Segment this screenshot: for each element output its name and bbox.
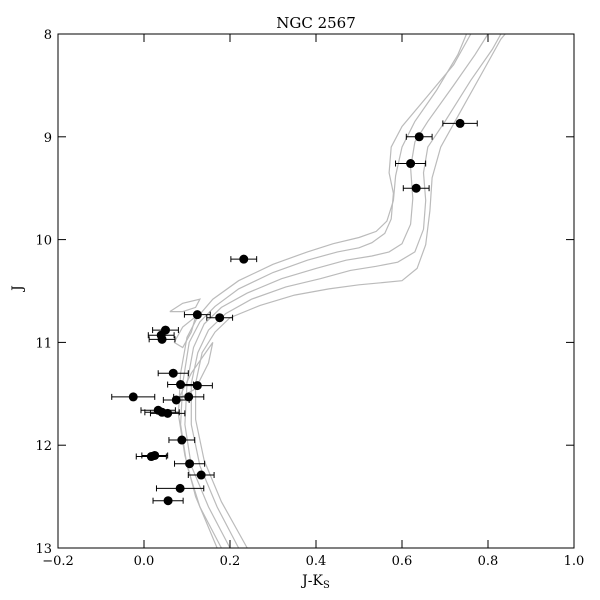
data-point [230, 254, 258, 264]
x-axis-label-main: J-K [300, 573, 323, 589]
point-marker [157, 334, 167, 344]
isochrone-line [177, 342, 214, 400]
isochrone-line [173, 315, 197, 349]
isochrone-line [169, 298, 202, 313]
point-marker [192, 310, 202, 320]
isochrone-line [184, 33, 489, 549]
point-marker [455, 118, 465, 128]
data-point [148, 334, 176, 344]
data-point [395, 159, 427, 169]
point-marker [185, 459, 195, 469]
point-marker [168, 368, 178, 378]
point-marker [150, 450, 160, 460]
data-point [168, 435, 196, 445]
data-point [152, 496, 184, 506]
point-marker [177, 435, 187, 445]
x-tick-label: 1.0 [564, 554, 585, 569]
x-tick-label: 0.0 [134, 554, 155, 569]
point-marker [184, 392, 194, 402]
data-point [402, 183, 430, 193]
point-marker [128, 392, 138, 402]
isochrone-line [177, 33, 468, 549]
point-marker [215, 313, 225, 323]
point-marker [406, 159, 416, 169]
data-point [181, 381, 213, 391]
data-point [162, 395, 190, 405]
point-marker [175, 483, 185, 493]
point-marker [176, 380, 186, 390]
data-point [183, 310, 211, 320]
point-marker [163, 408, 173, 418]
y-axis: 8 9 10 11 12 13 [35, 28, 574, 557]
data-point [442, 118, 478, 128]
x-axis-label: J-KS [300, 573, 330, 591]
point-marker [414, 132, 424, 142]
x-axis-label-subscript: S [323, 580, 330, 591]
point-marker [171, 395, 181, 405]
point-marker [192, 381, 202, 391]
x-tick-label: 0.2 [220, 554, 241, 569]
data-point [141, 450, 169, 460]
y-axis-label: J [10, 285, 26, 293]
data-point [206, 313, 234, 323]
data-point [111, 392, 156, 402]
y-tick-label: 8 [44, 28, 52, 43]
y-tick-label: 9 [44, 131, 52, 146]
y-tick-label: 12 [35, 439, 52, 454]
y-tick-label: 11 [35, 336, 52, 351]
x-tick-label: 0.8 [478, 554, 499, 569]
point-marker [239, 254, 249, 264]
data-point [405, 132, 433, 142]
data-point [167, 380, 194, 390]
data-point [187, 470, 215, 480]
x-tick-label: 0.4 [306, 554, 327, 569]
y-tick-label: 10 [35, 234, 52, 249]
points-layer [111, 118, 478, 506]
data-point [155, 483, 205, 493]
data-point [157, 368, 189, 378]
data-point [174, 459, 206, 469]
chart-title: NGC 2567 [276, 14, 356, 32]
x-tick-label: −0.2 [42, 554, 74, 569]
isochrone-layer [169, 33, 506, 549]
x-tick-label: 0.6 [392, 554, 413, 569]
data-point [149, 408, 186, 418]
point-marker [411, 183, 421, 193]
x-axis: −0.2 0.0 0.2 0.4 0.6 0.8 1.0 [42, 34, 584, 569]
isochrone-line [195, 33, 506, 549]
point-marker [163, 496, 173, 506]
y-tick-label: 13 [35, 542, 52, 557]
point-marker [196, 470, 206, 480]
isochrone-line [190, 33, 502, 549]
